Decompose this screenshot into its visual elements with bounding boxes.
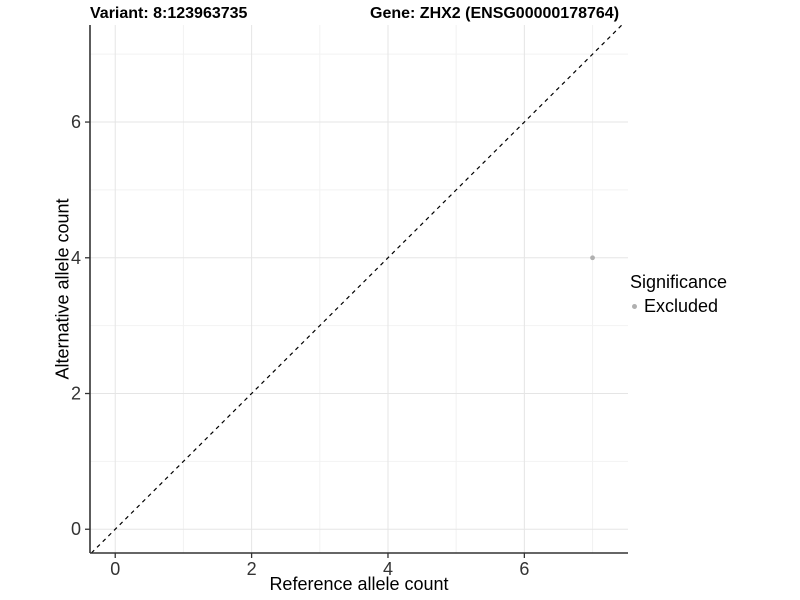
- x-tick-label: 0: [110, 559, 120, 579]
- excluded-dot-icon: [632, 304, 637, 309]
- identity-dashed-line: [90, 24, 623, 554]
- data-point: [590, 255, 595, 261]
- legend-item-label: Excluded: [644, 296, 719, 316]
- y-tick-label: 2: [71, 384, 81, 404]
- y-tick-label: 0: [71, 519, 81, 539]
- y-tick-label: 4: [71, 248, 81, 268]
- y-tick-label: 6: [71, 112, 81, 132]
- x-axis-title: Reference allele count: [269, 574, 449, 594]
- y-axis-title-text: Alternative allele count: [52, 198, 73, 380]
- legend-item-excluded: Excluded: [630, 296, 727, 317]
- variant-title: Variant: 8:123963735: [90, 5, 248, 22]
- x-tick-label: 6: [519, 559, 529, 579]
- gene-title: Gene: ZHX2 (ENSG00000178764): [370, 5, 620, 22]
- x-tick-label: 4: [383, 559, 393, 579]
- legend: Significance Excluded: [630, 271, 727, 317]
- x-tick-label: 2: [247, 559, 257, 579]
- legend-title: Significance: [630, 272, 728, 292]
